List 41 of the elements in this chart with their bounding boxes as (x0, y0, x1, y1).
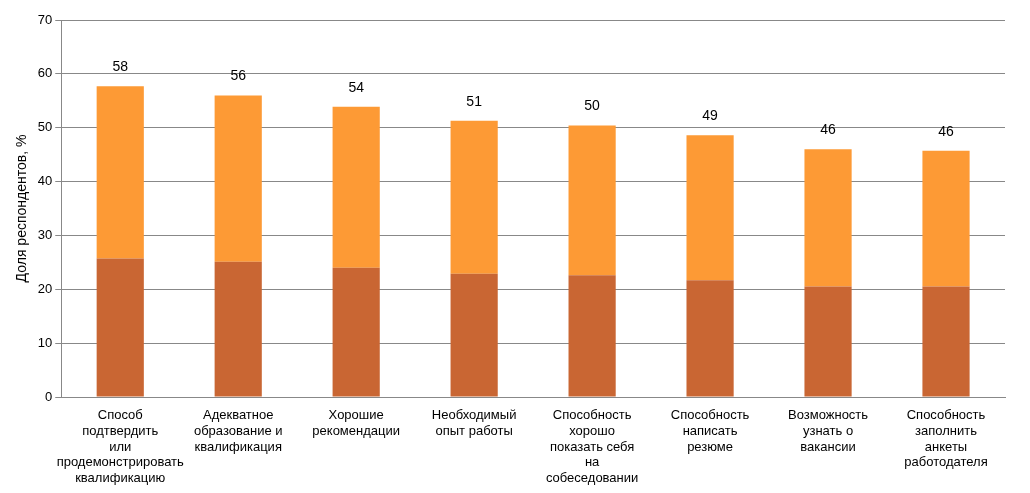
x-tick-label: Хорошие рекомендации (312, 407, 401, 438)
y-axis-title: Доля респондентов, % (13, 134, 30, 283)
x-tick-label: Адекватное образование и квалификация (193, 407, 283, 454)
y-tick-label: 60 (37, 65, 53, 81)
total-label: 46 (938, 122, 955, 139)
bar (568, 125, 616, 276)
x-tick-label: Способ подтвердить или продемонстрировать квалификацию (56, 407, 185, 485)
total-label: 56 (230, 67, 247, 84)
bar (96, 86, 144, 259)
bar (568, 275, 616, 397)
bar (686, 135, 734, 281)
bar (214, 95, 262, 262)
bar (686, 280, 734, 397)
y-tick-label: 10 (37, 334, 53, 350)
y-tick-label: 30 (37, 227, 53, 243)
total-label: 51 (466, 92, 483, 109)
bar (922, 150, 970, 287)
total-label: 50 (584, 97, 601, 114)
bar (804, 286, 852, 397)
y-tick-label: 70 (37, 11, 53, 27)
y-tick-label: 50 (37, 119, 53, 135)
bar (332, 267, 380, 397)
x-tick-label: Возможность узнать о вакансии (788, 407, 869, 454)
bar (96, 258, 144, 397)
y-tick-label: 40 (37, 173, 53, 189)
bar (450, 273, 498, 397)
bar (922, 286, 970, 397)
x-tick-label: Способность хорошо показать себя на собеседовании (545, 407, 639, 485)
total-label: 54 (348, 78, 365, 95)
bar (214, 261, 262, 397)
y-tick-label: 20 (37, 280, 53, 296)
x-tick-label: Способность заполнить анкеты работодателя (904, 407, 988, 470)
y-tick-label: 0 (45, 388, 53, 404)
total-label: 58 (112, 58, 129, 75)
total-label: 49 (702, 107, 719, 124)
bar (804, 149, 852, 287)
x-tick-label: Необходимый опыт работы (431, 407, 517, 438)
total-label: 46 (820, 121, 837, 138)
bar (332, 106, 380, 268)
bar (450, 120, 498, 274)
x-tick-label: Способность написать резюме (670, 407, 750, 454)
